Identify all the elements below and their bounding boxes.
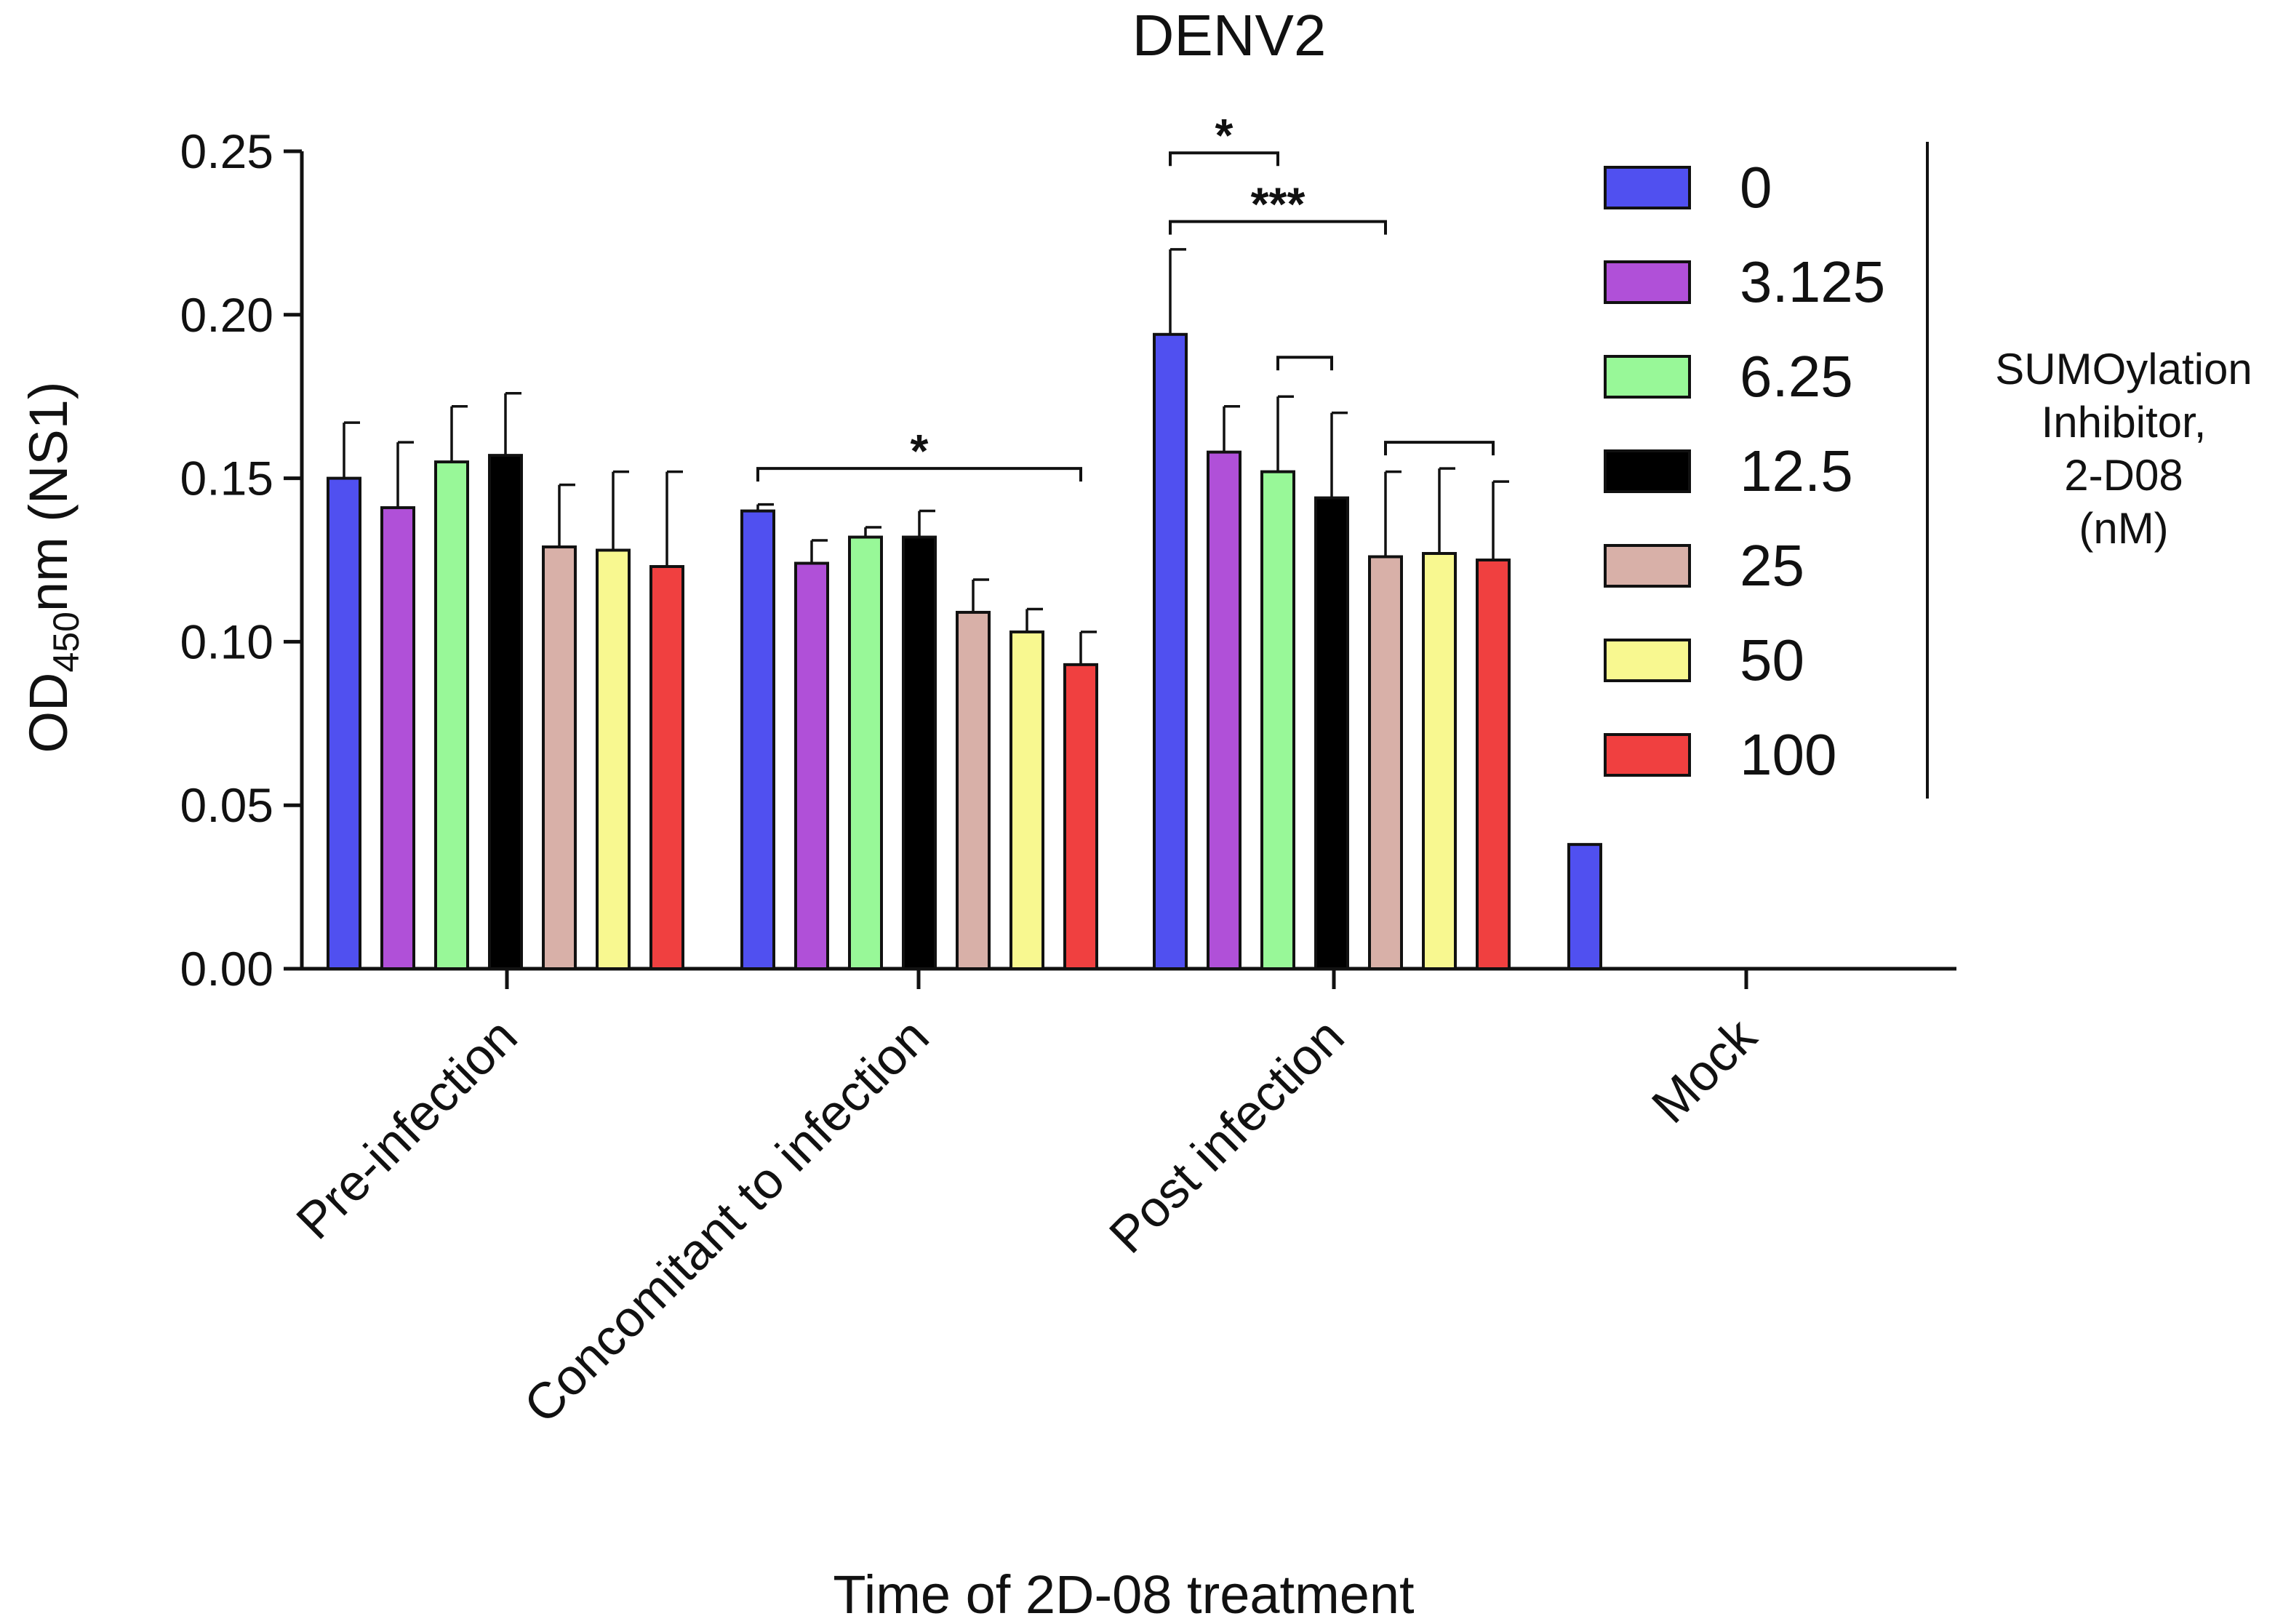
y-tick-label: 0.15: [180, 452, 273, 505]
bar: [488, 454, 523, 970]
y-tick-label: 0.25: [180, 124, 273, 178]
x-tick-label: Mock: [1641, 1007, 1767, 1134]
legend: SUMOylation Inhibitor, 2-D08 (nM) 0 3.125…: [1604, 142, 2252, 799]
significance-brackets: *****: [756, 109, 1495, 482]
legend-swatch: [1604, 733, 1691, 777]
bar: [1368, 555, 1403, 970]
significance-bracket: [756, 467, 1082, 482]
x-axis-title: Time of 2D-08 treatment: [833, 1564, 1415, 1624]
chart-title: DENV2: [1132, 3, 1327, 68]
x-tick-label: Concomitant to infection: [513, 1007, 939, 1433]
significance-label: *: [911, 425, 929, 477]
bar: [1009, 630, 1044, 970]
bar: [1422, 552, 1457, 970]
significance-bracket: [1384, 441, 1495, 456]
y-axis-title-subscript: 450: [46, 612, 87, 672]
legend-label: 25: [1740, 533, 1804, 598]
bars-layer: [327, 248, 1602, 970]
y-axis-title-main: OD: [18, 673, 79, 753]
legend-swatch: [1604, 449, 1691, 493]
significance-label: ***: [1251, 178, 1306, 231]
bar: [1207, 450, 1242, 970]
legend-label: 3.125: [1740, 249, 1885, 314]
bar: [1567, 843, 1602, 970]
bar: [1476, 559, 1511, 970]
y-axis-title: OD450nm (NS1): [18, 381, 87, 753]
y-tick-label: 0.00: [180, 942, 273, 996]
legend-label: 100: [1740, 722, 1836, 787]
legend-swatch: [1604, 355, 1691, 399]
bar: [1153, 332, 1188, 970]
y-axis-title-rest: nm (NS1): [18, 381, 79, 612]
bar: [956, 610, 991, 970]
bar: [902, 535, 937, 970]
y-tick-label: 0.20: [180, 288, 273, 342]
y-tick-label: 0.10: [180, 615, 273, 668]
x-tick-label: Post infection: [1098, 1007, 1354, 1263]
legend-label: 0: [1740, 155, 1772, 220]
legend-title-line-4: (nM): [2079, 504, 2168, 553]
bar: [327, 476, 361, 970]
legend-label: 12.5: [1740, 439, 1853, 503]
x-tick-label: Pre-infection: [286, 1007, 528, 1249]
bar: [1260, 470, 1295, 970]
bar: [434, 460, 469, 970]
bar: [740, 509, 775, 970]
legend-swatch: [1604, 260, 1691, 304]
legend-label: 50: [1740, 628, 1804, 692]
bar: [1063, 663, 1098, 970]
significance-bracket: [1169, 151, 1279, 167]
significance-bracket: [1169, 220, 1387, 235]
significance-bracket: [1276, 356, 1333, 371]
bar: [380, 506, 415, 970]
y-tick-label: 0.05: [180, 778, 273, 832]
bar: [1314, 496, 1349, 970]
legend-swatch: [1604, 166, 1691, 209]
bar: [542, 545, 577, 970]
bar: [794, 561, 829, 970]
legend-swatch: [1604, 544, 1691, 588]
legend-swatch: [1604, 639, 1691, 682]
legend-title-line-2: Inhibitor,: [2042, 398, 2207, 447]
bar: [649, 564, 684, 970]
legend-title-line-3: 2-D08: [2064, 451, 2183, 500]
bar: [848, 535, 883, 970]
significance-label: *: [1215, 109, 1234, 161]
legend-label: 6.25: [1740, 344, 1853, 409]
legend-title-line-1: SUMOylation: [1995, 345, 2252, 393]
y-axis: 0.00 0.05 0.10 0.15 0.20 0.25: [180, 124, 304, 996]
bar: [596, 548, 631, 970]
